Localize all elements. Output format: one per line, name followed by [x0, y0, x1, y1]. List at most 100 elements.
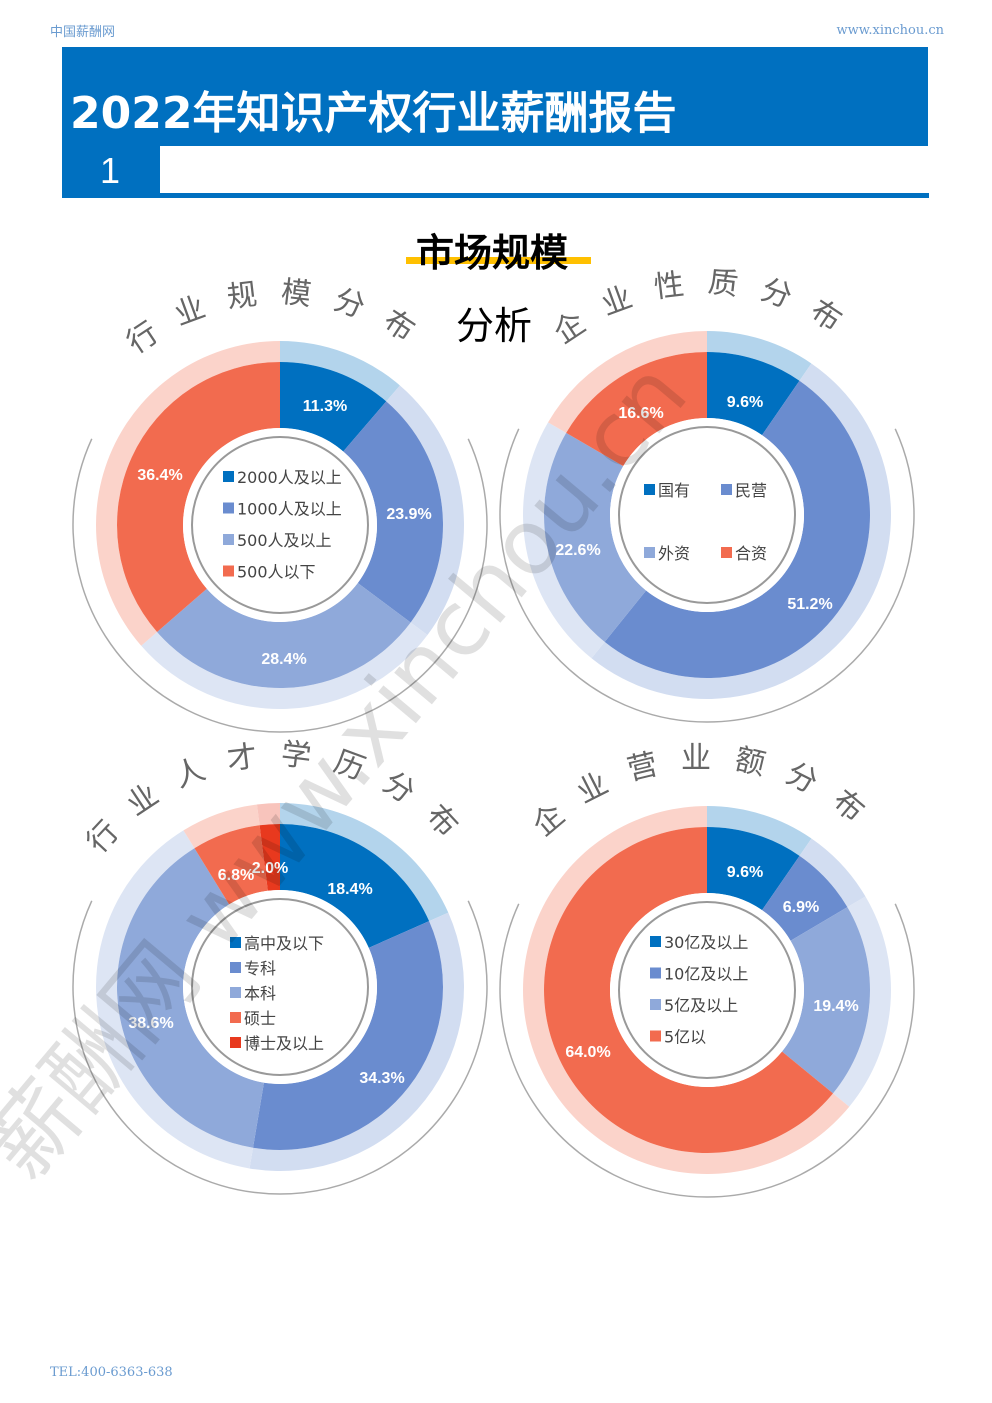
inner-ring [191, 436, 369, 614]
section-title: 市场规模 [416, 231, 569, 275]
halo-segment [280, 341, 400, 402]
donut-segment [280, 824, 430, 948]
legend-label: 合资 [735, 544, 767, 563]
legend-label: 民营 [735, 481, 767, 500]
donut-segment [117, 848, 264, 1148]
donut-segment [762, 855, 848, 941]
halo-segment [96, 830, 254, 1169]
section-number: 1 [100, 150, 121, 191]
halo-segment [96, 341, 280, 646]
halo-segment [799, 838, 866, 908]
halo-segment [523, 422, 605, 659]
halo-segment [591, 363, 891, 699]
halo-segment [707, 331, 812, 381]
donut-segment [781, 907, 870, 1094]
legend-label: 2000人及以上 [237, 468, 342, 487]
data-label: 2.0% [252, 860, 288, 877]
donut-segment [116, 362, 280, 633]
legend-swatch [230, 937, 241, 948]
legend-label: 博士及以上 [244, 1034, 324, 1053]
legend-swatch [230, 987, 241, 998]
data-label: 19.4% [813, 998, 858, 1015]
legend-swatch [230, 1037, 241, 1048]
section-title-underline [406, 257, 591, 264]
data-label: 18.4% [327, 881, 372, 898]
legend-swatch [223, 534, 234, 545]
donut-segment [343, 401, 443, 623]
legend-label: 硕士 [244, 1009, 276, 1028]
legend-swatch [223, 471, 234, 482]
halo-segment [249, 912, 464, 1171]
legend-label: 高中及以下 [244, 934, 324, 953]
donut-chart-3: 行业人才学历分布18.4%34.3%38.6%6.8%2.0%高中及以下专科本科… [72, 737, 488, 1195]
data-label: 11.3% [303, 398, 347, 415]
section-title-line2: 分析 [456, 304, 533, 348]
legend-swatch [650, 967, 661, 979]
halo-segment [548, 331, 707, 433]
data-label: 51.2% [787, 596, 832, 613]
donut-segment [253, 921, 443, 1150]
inner-ring [191, 898, 369, 1076]
data-label: 6.9% [783, 899, 819, 916]
legend-label: 500人及以上 [237, 531, 332, 550]
legend-swatch [721, 547, 732, 558]
data-label: 34.3% [359, 1070, 404, 1087]
halo-segment [256, 803, 280, 826]
legend-swatch [223, 565, 234, 577]
donut-segment [544, 432, 647, 642]
legend-swatch [230, 1012, 241, 1023]
legend-label: 专科 [244, 959, 276, 978]
donut-segment [280, 362, 387, 452]
halo-segment [280, 803, 449, 922]
site-url[interactable]: www.xinchou.cn [836, 23, 944, 38]
section-number-box: 1 [62, 146, 160, 198]
legend-label: 10亿及以上 [664, 965, 748, 984]
legend-label: 国有 [658, 481, 690, 500]
data-label: 16.6% [618, 405, 663, 422]
donut-segment [707, 352, 800, 436]
report-banner: 2022年知识产权行业薪酬报告 [62, 47, 928, 146]
data-label: 6.8% [218, 867, 254, 884]
donut-segment [194, 825, 268, 905]
donut-hole [183, 428, 377, 622]
data-label: 38.6% [128, 1015, 173, 1032]
halo-segment [141, 622, 428, 709]
halo-segment [833, 896, 892, 1107]
site-name: 中国薪酬网 [50, 25, 116, 40]
legend-label: 5亿以 [664, 1028, 706, 1047]
decorative-arc [72, 438, 488, 733]
decorative-arc [499, 903, 915, 1198]
legend-swatch [223, 502, 234, 514]
inner-ring [618, 901, 796, 1079]
footer-tel: TEL:400-6363-638 [50, 1365, 173, 1380]
legend-swatch [721, 484, 732, 495]
donut-chart-4: 企业营业额分布9.6%6.9%19.4%64.0%30亿及以上10亿及以上5亿及… [499, 741, 915, 1198]
decorative-arc [499, 428, 915, 723]
data-label: 23.9% [386, 506, 431, 523]
donut-segment [604, 380, 870, 678]
halo-segment [707, 806, 812, 856]
legend-label: 本科 [244, 984, 276, 1003]
donut-segment [707, 827, 800, 911]
legend-label: 5亿及以上 [664, 996, 738, 1015]
legend-swatch [650, 936, 661, 947]
inner-ring [618, 426, 796, 604]
legend-label: 1000人及以上 [237, 500, 342, 519]
legend-swatch [230, 962, 241, 973]
legend-swatch [650, 1030, 661, 1042]
header-rule [62, 193, 929, 198]
legend-swatch [644, 484, 655, 495]
data-label: 9.6% [727, 394, 763, 411]
donut-hole [610, 418, 804, 612]
data-label: 9.6% [727, 864, 763, 881]
legend-label: 30亿及以上 [664, 933, 748, 952]
halo-segment [522, 806, 850, 1174]
legend-swatch [644, 547, 655, 558]
donut-segment [259, 823, 280, 891]
decorative-arc [72, 900, 488, 1195]
donut-segment [544, 827, 834, 1153]
report-title: 2022年知识产权行业薪酬报告 [70, 88, 677, 139]
donut-segment [566, 352, 707, 467]
